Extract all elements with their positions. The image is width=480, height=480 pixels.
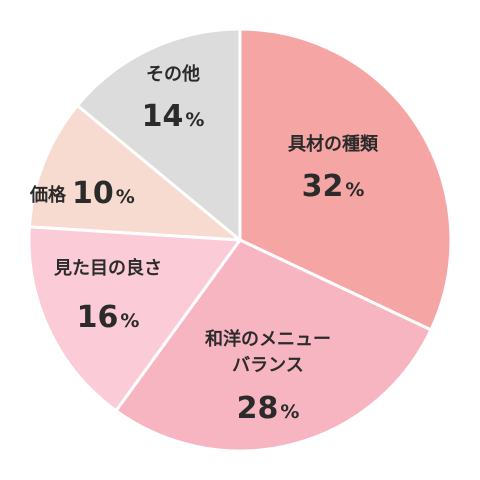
slice-value: 10 xyxy=(72,176,114,211)
slice-label: 和洋のメニュー xyxy=(205,328,331,350)
slice-value-label: 32% xyxy=(302,169,365,204)
slice-value-unit: % xyxy=(116,186,135,208)
slice-value-label: 10% xyxy=(72,176,135,211)
slice-value: 16 xyxy=(77,300,119,335)
slice-label: その他 xyxy=(146,63,200,85)
slice-label: 具材の種類 xyxy=(288,133,379,155)
pie-slices xyxy=(27,27,453,453)
slice-value-label: 16% xyxy=(77,300,140,335)
slice-value-label: 28% xyxy=(237,391,300,426)
slice-value-unit: % xyxy=(120,310,139,332)
slice-value: 14 xyxy=(142,99,184,134)
slice-label: バランス xyxy=(232,355,304,376)
pie-slice xyxy=(238,27,453,332)
slice-value-label: 14% xyxy=(142,99,205,134)
slice-value-unit: % xyxy=(185,109,204,131)
pie-slice xyxy=(27,225,242,413)
slice-value-unit: % xyxy=(345,179,364,201)
slice-label: 見た目の良さ xyxy=(53,257,162,279)
pie-slice xyxy=(114,238,433,453)
pie-slice xyxy=(27,104,242,242)
pie-slice xyxy=(75,27,242,242)
slice-value-unit: % xyxy=(280,401,299,423)
slice-label: 価格 xyxy=(29,184,67,206)
slice-value: 28 xyxy=(237,391,279,426)
slice-value: 32 xyxy=(302,169,344,204)
